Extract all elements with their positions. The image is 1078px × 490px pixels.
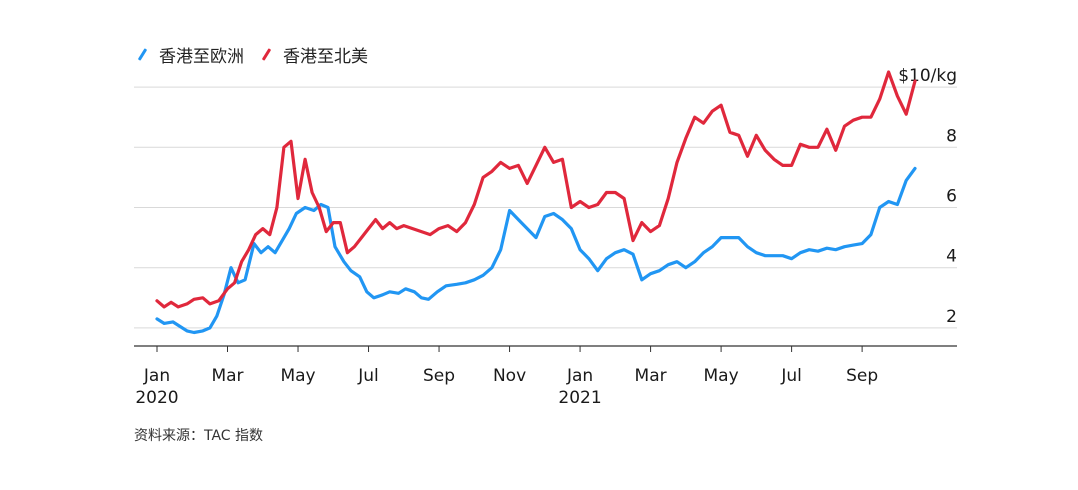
legend-label-europe: 香港至欧洲 bbox=[159, 47, 244, 67]
x-tick-year-label-6: 2021 bbox=[558, 388, 601, 408]
x-tick-label-6: Jan bbox=[566, 366, 593, 386]
x-tick-label-5: Nov bbox=[493, 366, 526, 386]
legend-item-europe: 香港至欧洲 bbox=[136, 42, 244, 67]
series-line-1 bbox=[155, 70, 917, 309]
x-tick-label-7: Mar bbox=[635, 366, 667, 386]
x-tick-label-4: Sep bbox=[423, 366, 455, 386]
x-tick-label-8: May bbox=[704, 366, 739, 386]
x-tick-label-3: Jul bbox=[357, 366, 379, 386]
x-tick-label-2: May bbox=[280, 366, 315, 386]
legend-label-north-america: 香港至北美 bbox=[283, 47, 368, 67]
x-tick-year-label-0: 2020 bbox=[135, 388, 178, 408]
x-tick-label-0: Jan bbox=[143, 366, 170, 386]
legend-item-north-america: 香港至北美 bbox=[260, 42, 368, 67]
series-line-0 bbox=[155, 166, 917, 335]
source-note: 资料来源：TAC 指数 bbox=[134, 428, 264, 444]
y-tick-label-2: 6 bbox=[946, 187, 957, 207]
x-tick-label-1: Mar bbox=[211, 366, 243, 386]
y-tick-label-0: $10/kg bbox=[898, 66, 957, 86]
y-tick-label-3: 4 bbox=[946, 247, 957, 267]
x-tick-label-10: Sep bbox=[846, 366, 878, 386]
x-tick-label-9: Jul bbox=[780, 366, 802, 386]
legend: 香港至欧洲 香港至北美 bbox=[136, 42, 384, 67]
y-tick-label-4: 2 bbox=[946, 307, 957, 327]
y-tick-label-1: 8 bbox=[946, 126, 957, 146]
